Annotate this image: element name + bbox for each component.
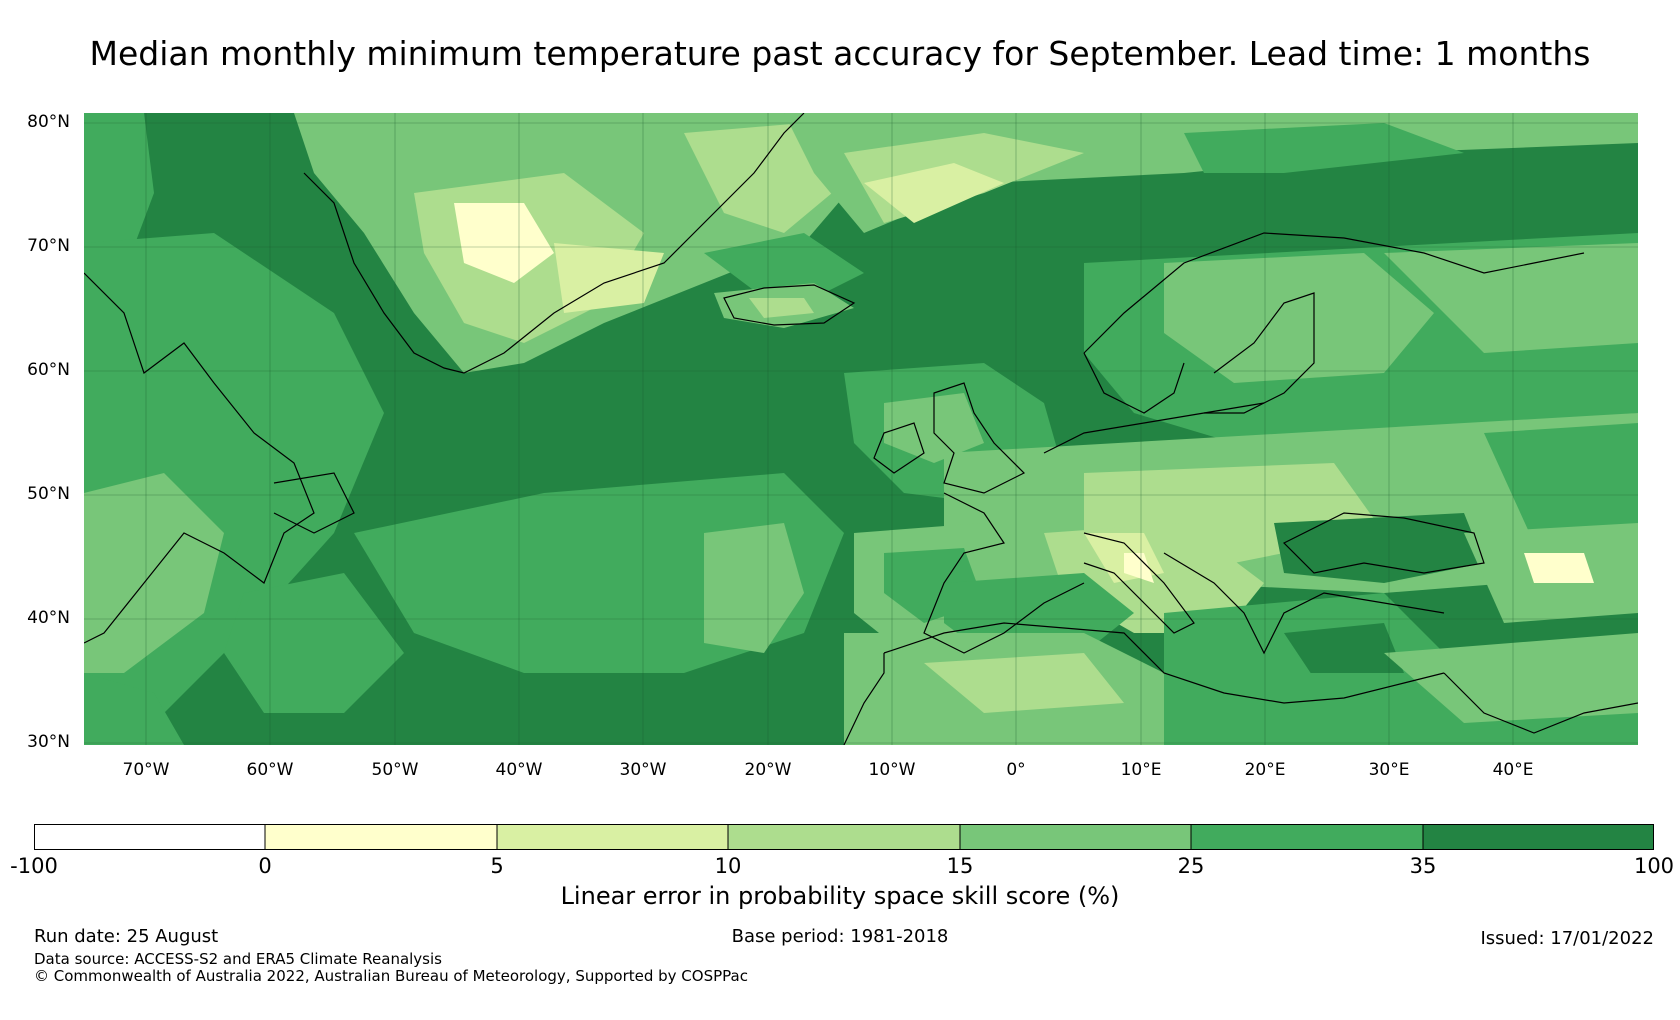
colorbar-segment-2 — [497, 824, 728, 850]
colorbar-tick-10: 10 — [714, 854, 742, 878]
colorbar-tick-5: 5 — [490, 854, 504, 878]
lon-label-0: 0° — [1006, 760, 1026, 780]
lon-label-30w: 30°W — [619, 760, 667, 780]
colorbar-tick-35: 35 — [1409, 854, 1437, 878]
run-date: Run date: 25 August — [34, 926, 219, 947]
colorbar-tick-25: 25 — [1177, 854, 1205, 878]
coastlines — [84, 113, 1638, 745]
lon-label-10e: 10°E — [1120, 760, 1162, 780]
lon-label-70w: 70°W — [122, 760, 170, 780]
lon-label-20e: 20°E — [1244, 760, 1286, 780]
lon-label-40w: 40°W — [495, 760, 543, 780]
colorbar — [34, 824, 1654, 850]
chart-title: Median monthly minimum temperature past … — [89, 34, 1591, 73]
base-period: Base period: 1981-2018 — [731, 926, 949, 947]
colorbar-tick-neg100: -100 — [10, 854, 58, 878]
lon-label-20w: 20°W — [744, 760, 792, 780]
lat-label-40n: 40°N — [27, 608, 70, 628]
colorbar-tick-0: 0 — [258, 854, 272, 878]
lat-label-70n: 70°N — [27, 236, 70, 256]
colorbar-tick-100: 100 — [1633, 854, 1675, 878]
colorbar-outline — [34, 824, 1654, 850]
lat-label-30n: 30°N — [27, 732, 70, 752]
graticule — [84, 113, 1638, 745]
colorbar-segment-6 — [1423, 824, 1654, 850]
colorbar-segment-4 — [960, 824, 1191, 850]
colorbar-label: Linear error in probability space skill … — [560, 882, 1120, 910]
lat-label-80n: 80°N — [27, 112, 70, 132]
colorbar-segment-5 — [1191, 824, 1423, 850]
lon-label-60w: 60°W — [246, 760, 294, 780]
lon-label-40e: 40°E — [1492, 760, 1534, 780]
copyright: © Commonwealth of Australia 2022, Austra… — [34, 967, 748, 985]
data-source: Data source: ACCESS-S2 and ERA5 Climate … — [34, 950, 442, 968]
lon-label-10w: 10°W — [868, 760, 916, 780]
lon-label-50w: 50°W — [371, 760, 419, 780]
colorbar-segment-0 — [34, 824, 265, 850]
colorbar-segment-1 — [265, 824, 497, 850]
issued-date: Issued: 17/01/2022 — [1480, 928, 1654, 949]
lat-label-50n: 50°N — [27, 484, 70, 504]
lat-label-60n: 60°N — [27, 360, 70, 380]
colorbar-tick-15: 15 — [946, 854, 974, 878]
lon-label-30e: 30°E — [1368, 760, 1410, 780]
skill-regions — [84, 113, 1638, 745]
skill-map — [84, 113, 1638, 745]
colorbar-segment-3 — [728, 824, 960, 850]
